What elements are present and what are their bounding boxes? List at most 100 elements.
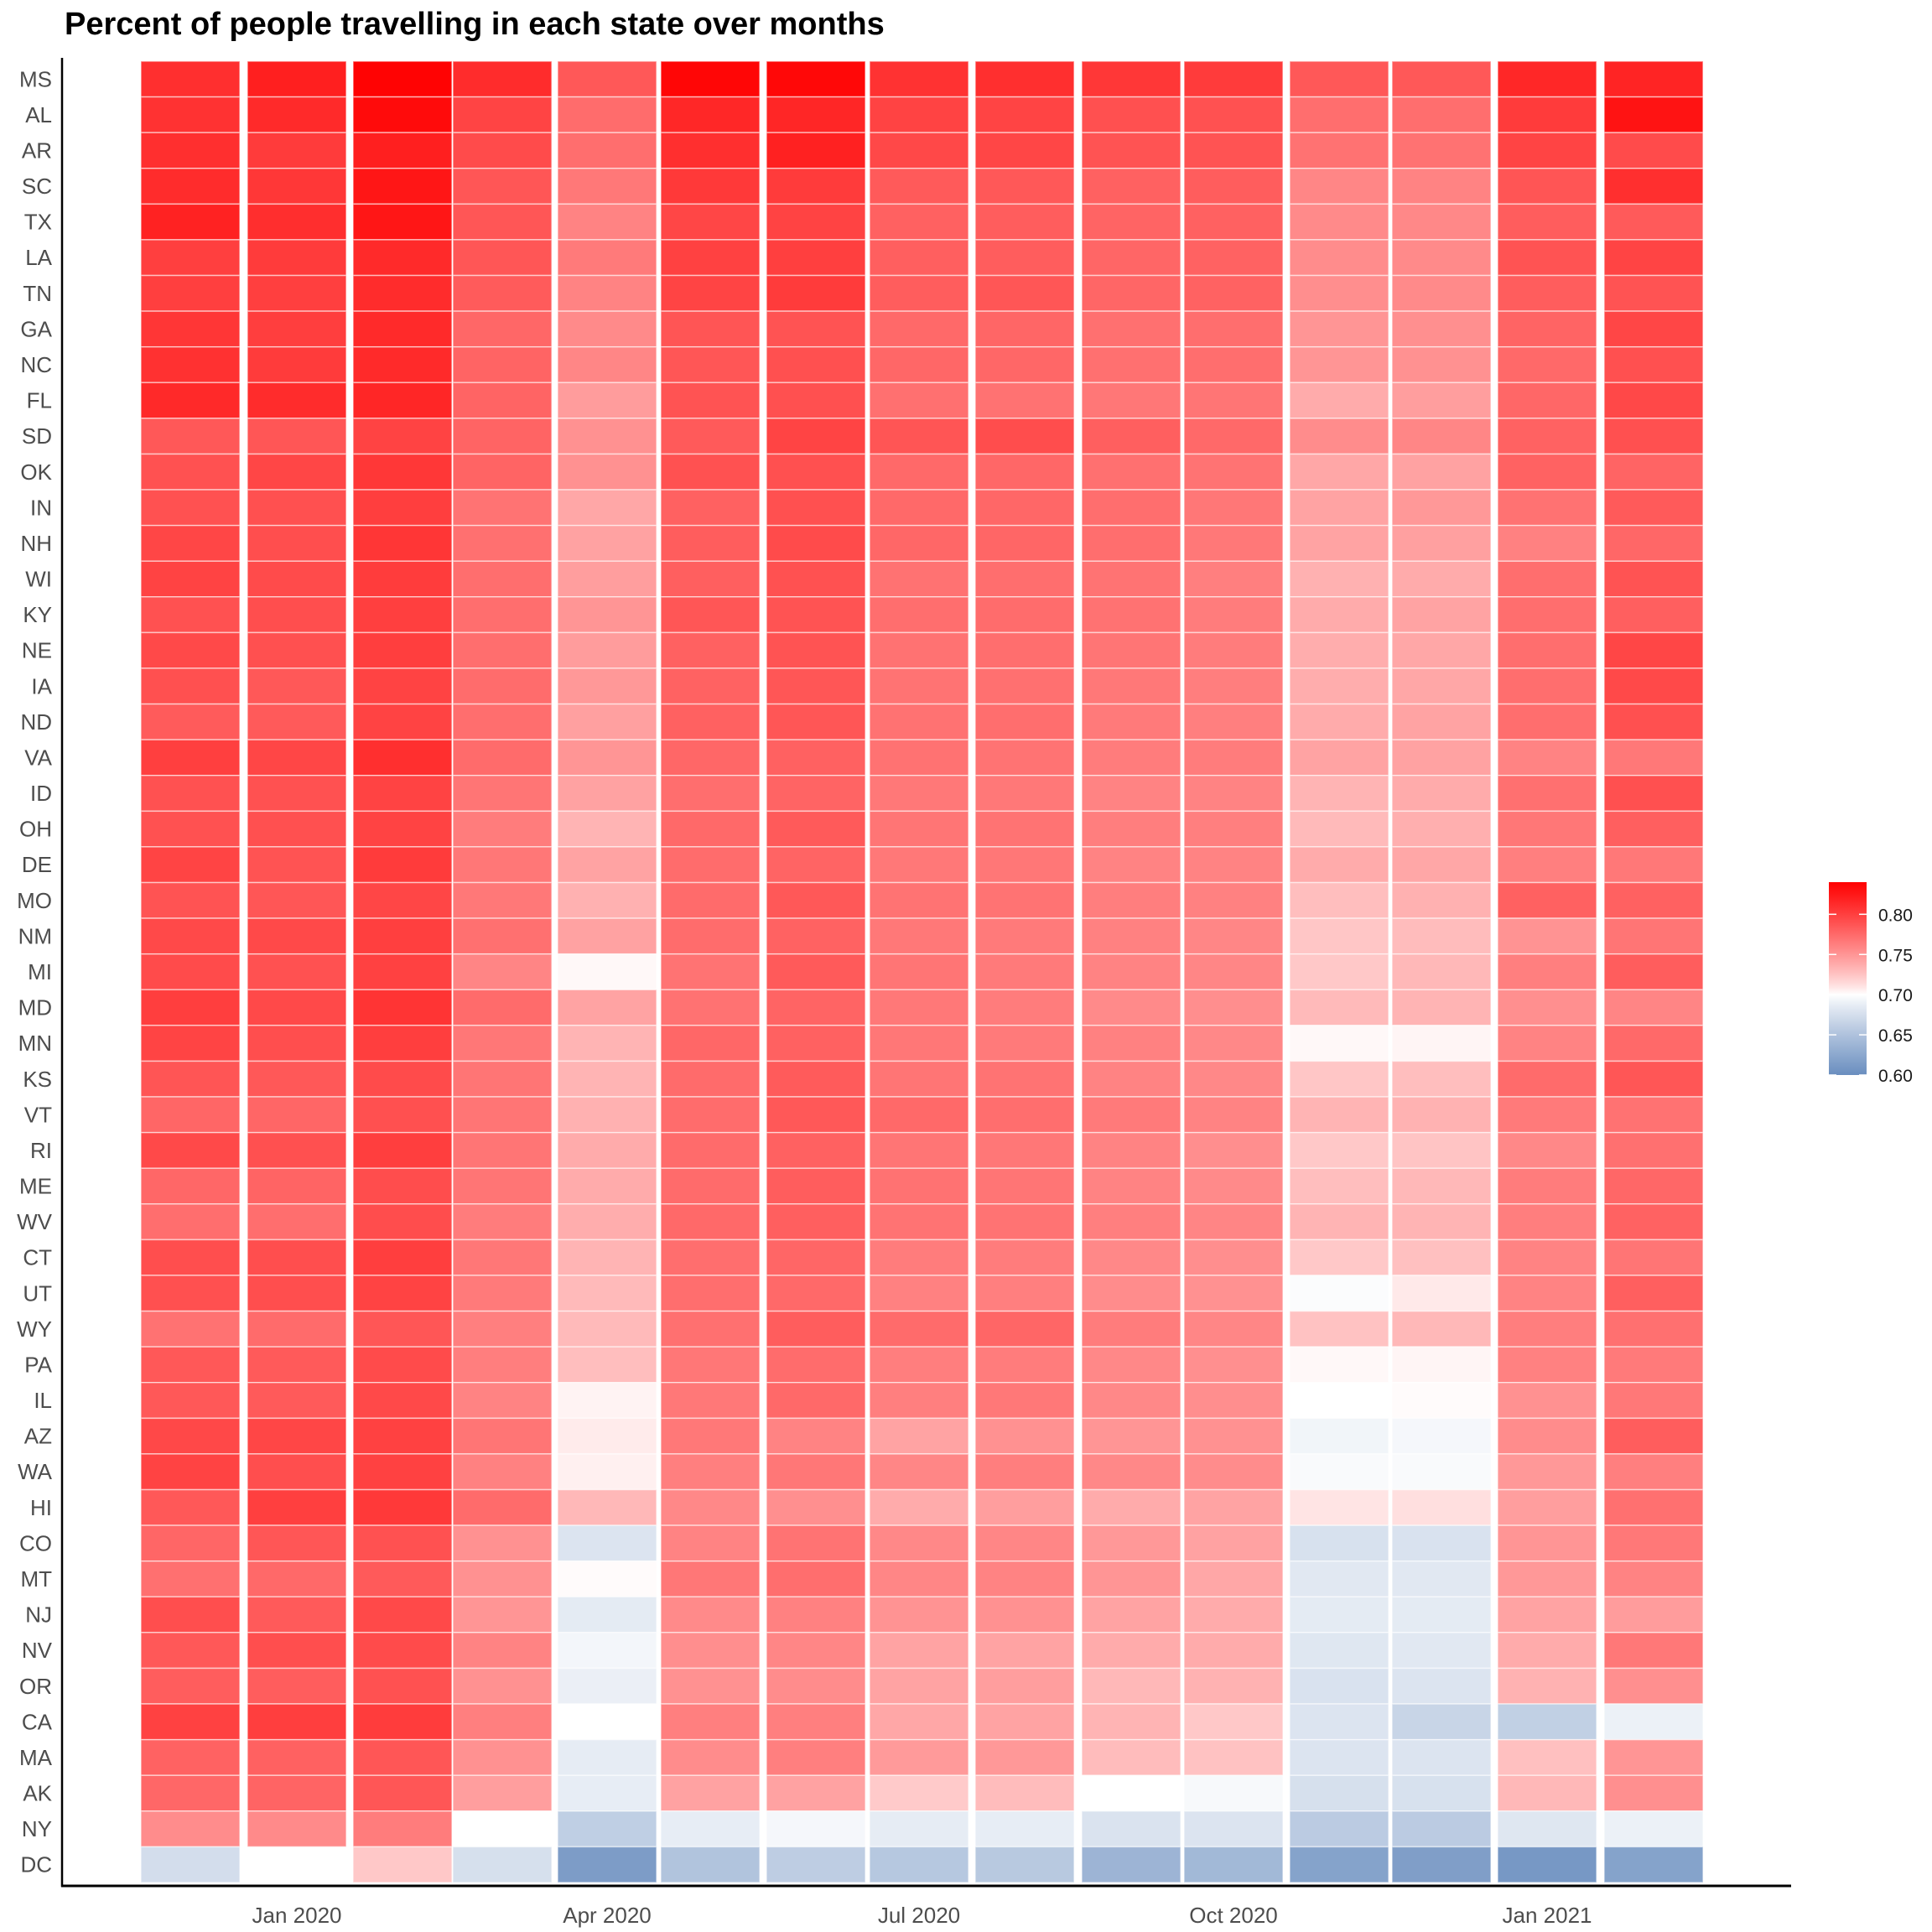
heatmap-cell-PA-10 <box>1183 1346 1284 1384</box>
heatmap-cell-AZ-11 <box>1289 1417 1389 1455</box>
heatmap-cell-NC-14 <box>1603 345 1704 384</box>
heatmap-cell-CA-1 <box>247 1703 347 1741</box>
heatmap-cell-VT-9 <box>1081 1096 1182 1134</box>
heatmap-cell-LA-12 <box>1391 239 1492 277</box>
heatmap-cell-LA-9 <box>1081 239 1182 277</box>
y-tick-label: PA <box>24 1352 52 1377</box>
heatmap-cell-SC-14 <box>1603 168 1704 205</box>
heatmap-cell-GA-10 <box>1183 310 1284 348</box>
heatmap-cell-MN-1 <box>247 1025 347 1062</box>
heatmap-cell-GA-12 <box>1391 310 1492 348</box>
heatmap-cell-MO-1 <box>247 881 347 919</box>
heatmap-cell-TN-12 <box>1391 274 1492 312</box>
heatmap-cell-MO-2 <box>352 881 453 919</box>
heatmap-cell-NY-7 <box>869 1810 969 1848</box>
heatmap-cell-FL-1 <box>247 382 347 419</box>
heatmap-cell-DE-6 <box>766 846 866 884</box>
heatmap-cell-KY-1 <box>247 596 347 634</box>
heatmap-cell-HI-4 <box>557 1488 657 1526</box>
heatmap-cell-ND-14 <box>1603 703 1704 740</box>
heatmap-cell-CA-6 <box>766 1703 866 1741</box>
heatmap-cell-MD-7 <box>869 989 969 1026</box>
heatmap-cell-IA-6 <box>766 667 866 705</box>
heatmap-cell-NE-8 <box>974 631 1075 669</box>
heatmap-cell-IL-11 <box>1289 1382 1389 1420</box>
y-tick-label: AL <box>25 102 52 127</box>
heatmap-cell-WA-13 <box>1497 1453 1597 1491</box>
heatmap-cell-AL-13 <box>1497 96 1597 133</box>
heatmap-cell-DC-11 <box>1289 1846 1389 1883</box>
heatmap-cell-AK-5 <box>660 1774 761 1812</box>
heatmap-cell-KS-14 <box>1603 1060 1704 1098</box>
heatmap-cell-RI-10 <box>1183 1131 1284 1169</box>
heatmap-cell-MD-13 <box>1497 989 1597 1026</box>
heatmap-cell-ND-9 <box>1081 703 1182 740</box>
heatmap-cell-MT-3 <box>452 1560 553 1598</box>
heatmap-cell-TX-12 <box>1391 203 1492 241</box>
heatmap-cell-IN-13 <box>1497 489 1597 527</box>
heatmap-cell-SD-10 <box>1183 418 1284 455</box>
heatmap-cell-HI-14 <box>1603 1488 1704 1526</box>
heatmap-cell-KY-5 <box>660 596 761 634</box>
heatmap-cell-MD-0 <box>140 989 241 1026</box>
heatmap-cell-NH-0 <box>140 524 241 562</box>
heatmap-cell-OK-6 <box>766 453 866 491</box>
heatmap-cell-GA-13 <box>1497 310 1597 348</box>
heatmap-cell-CO-0 <box>140 1524 241 1562</box>
heatmap-cell-NH-11 <box>1289 524 1389 562</box>
heatmap-cell-NV-9 <box>1081 1632 1182 1670</box>
heatmap-cell-SD-2 <box>352 418 453 455</box>
heatmap-cell-CA-9 <box>1081 1703 1182 1741</box>
heatmap-cell-AZ-10 <box>1183 1417 1284 1455</box>
heatmap-cell-AK-3 <box>452 1774 553 1812</box>
heatmap-cell-GA-0 <box>140 310 241 348</box>
heatmap-cell-AK-8 <box>974 1774 1075 1812</box>
heatmap-cell-NH-12 <box>1391 524 1492 562</box>
heatmap-cell-KS-4 <box>557 1060 657 1098</box>
heatmap-cell-TX-13 <box>1497 203 1597 241</box>
heatmap-cell-MD-14 <box>1603 989 1704 1026</box>
heatmap-cell-DC-6 <box>766 1846 866 1883</box>
heatmap-cell-SD-14 <box>1603 418 1704 455</box>
heatmap-cell-ND-13 <box>1497 703 1597 740</box>
heatmap-cell-MS-13 <box>1497 60 1597 98</box>
heatmap-cell-AR-1 <box>247 132 347 169</box>
heatmap-cell-WI-12 <box>1391 560 1492 598</box>
heatmap-cell-MO-5 <box>660 881 761 919</box>
heatmap-cell-NH-8 <box>974 524 1075 562</box>
heatmap-cell-NJ-6 <box>766 1596 866 1633</box>
heatmap-cell-VA-4 <box>557 739 657 776</box>
heatmap-cell-TN-10 <box>1183 274 1284 312</box>
heatmap-cell-CO-1 <box>247 1524 347 1562</box>
heatmap-cell-SC-1 <box>247 168 347 205</box>
heatmap-cell-TX-6 <box>766 203 866 241</box>
heatmap-cell-VA-8 <box>974 739 1075 776</box>
heatmap-cell-MD-8 <box>974 989 1075 1026</box>
heatmap-cell-KS-0 <box>140 1060 241 1098</box>
y-tick-label: MD <box>18 995 52 1021</box>
heatmap-cell-KS-9 <box>1081 1060 1182 1098</box>
heatmap-cell-CO-9 <box>1081 1524 1182 1562</box>
heatmap-cell-WI-6 <box>766 560 866 598</box>
heatmap-cell-OK-9 <box>1081 453 1182 491</box>
heatmap-cell-HI-13 <box>1497 1488 1597 1526</box>
heatmap-cell-WY-8 <box>974 1310 1075 1348</box>
heatmap-cell-MA-11 <box>1289 1738 1389 1776</box>
heatmap-cell-OK-4 <box>557 453 657 491</box>
heatmap-cell-IA-1 <box>247 667 347 705</box>
heatmap-cell-VA-3 <box>452 739 553 776</box>
heatmap-cell-ID-12 <box>1391 775 1492 813</box>
heatmap-cell-DE-9 <box>1081 846 1182 884</box>
heatmap-cell-MN-11 <box>1289 1025 1389 1062</box>
heatmap-cell-IN-7 <box>869 489 969 527</box>
heatmap-tiles <box>140 60 1704 1883</box>
heatmap-cell-TN-5 <box>660 274 761 312</box>
heatmap-cell-SD-6 <box>766 418 866 455</box>
heatmap-cell-AL-1 <box>247 96 347 133</box>
heatmap-cell-NM-14 <box>1603 917 1704 955</box>
heatmap-cell-PA-6 <box>766 1346 866 1384</box>
heatmap-cell-AK-6 <box>766 1774 866 1812</box>
heatmap-cell-MI-5 <box>660 953 761 991</box>
heatmap-cell-UT-14 <box>1603 1275 1704 1312</box>
heatmap-cell-AK-1 <box>247 1774 347 1812</box>
